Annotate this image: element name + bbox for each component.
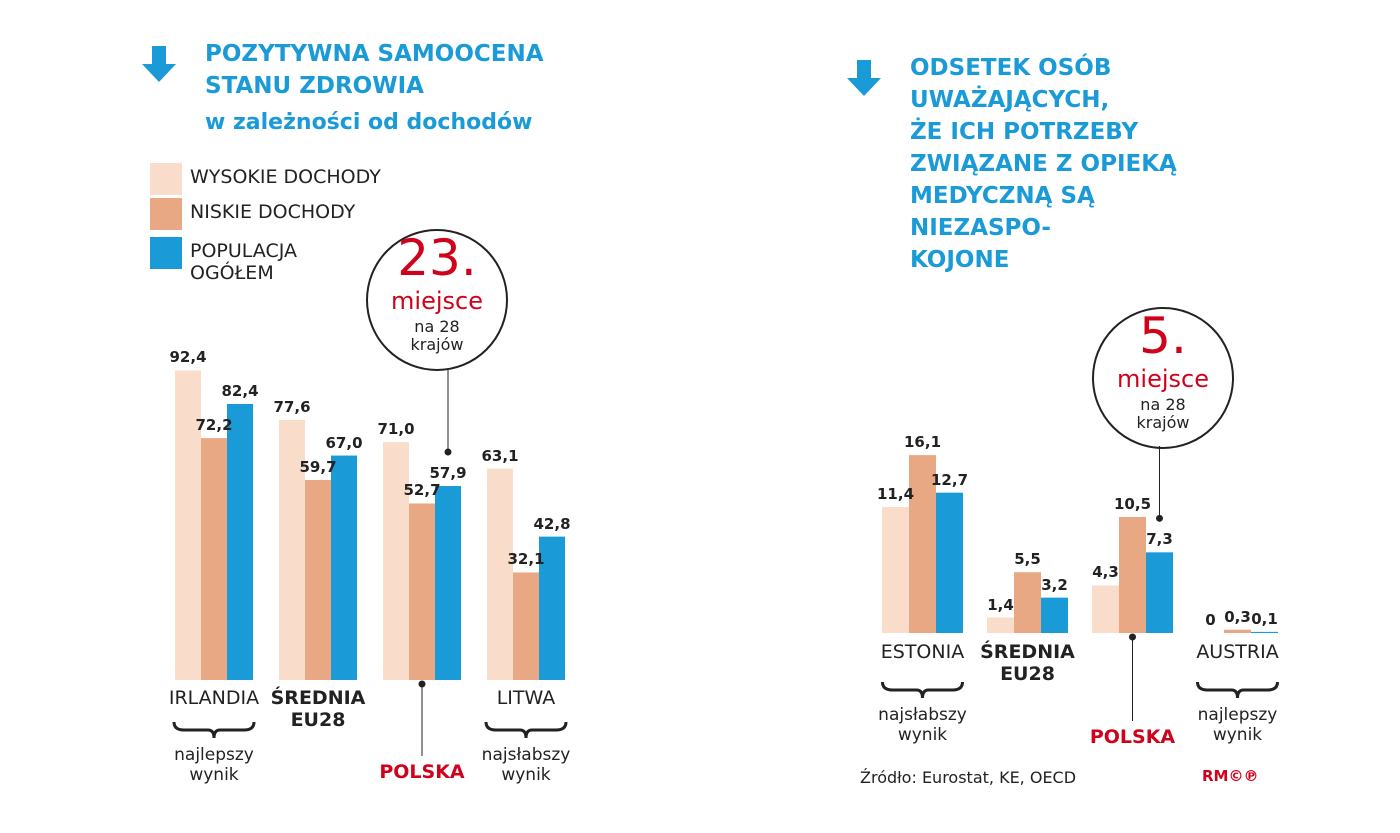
value-label: 16,1 — [903, 432, 942, 451]
category-note: najlepszy wynik — [174, 745, 254, 785]
value-label: 72,2 — [195, 415, 233, 434]
value-label: 77,6 — [273, 397, 311, 416]
value-label: 71,0 — [377, 419, 415, 438]
category-label: AUSTRIA — [1196, 641, 1279, 663]
category-label: POLSKA — [379, 761, 465, 783]
rank-note: na 28 krajów — [410, 317, 464, 355]
bar — [331, 455, 357, 680]
value-label: 52,7 — [403, 481, 441, 500]
value-label: 7,3 — [1146, 530, 1173, 549]
bar — [936, 492, 963, 633]
value-label: 0 — [1205, 610, 1216, 629]
bar — [227, 403, 253, 680]
value-label: 82,4 — [221, 381, 259, 400]
value-label: 10,5 — [1113, 494, 1152, 513]
brace — [172, 721, 256, 739]
bar — [513, 572, 539, 680]
bar — [1041, 597, 1068, 633]
value-label: 1,4 — [987, 595, 1014, 614]
bar — [435, 486, 461, 680]
category-note: najsłabszy wynik — [481, 745, 571, 785]
brace — [484, 721, 568, 739]
bar — [1092, 585, 1119, 633]
value-label: 63,1 — [481, 446, 519, 465]
value-label: 42,8 — [533, 514, 571, 533]
value-label: 4,3 — [1092, 563, 1119, 582]
chart-title: ODSETEK OSÓB UWAŻAJĄCYCH, ŻE ICH POTRZEB… — [910, 55, 1177, 273]
legend-swatch — [150, 237, 182, 269]
bar — [987, 617, 1014, 633]
bar — [1251, 631, 1278, 633]
bar — [305, 480, 331, 680]
chart-subtitle: w zależności od dochodów — [205, 110, 533, 135]
bar — [882, 507, 909, 633]
rank-number: 5. — [1139, 307, 1187, 365]
value-label: 92,4 — [169, 348, 207, 367]
arrow-icon — [142, 46, 176, 82]
bar — [383, 442, 409, 680]
legend-label: WYSOKIE DOCHODY — [190, 166, 381, 188]
value-label: 32,1 — [507, 550, 545, 569]
rank-dot — [444, 448, 452, 456]
value-label: 59,7 — [299, 457, 337, 476]
legend-label: POPULACJA OGÓŁEM — [190, 240, 297, 284]
category-label: POLSKA — [1089, 726, 1176, 748]
bar — [1014, 572, 1041, 633]
legend-swatch — [150, 198, 182, 230]
bar — [1224, 629, 1251, 633]
rank-dot — [1156, 514, 1163, 522]
rank-circle — [1092, 307, 1234, 449]
value-label: 3,2 — [1041, 575, 1068, 594]
value-label: 57,9 — [429, 463, 467, 482]
category-note: najlepszy wynik — [1197, 705, 1278, 745]
bar — [487, 468, 513, 680]
category-label: ŚREDNIA EU28 — [980, 641, 1075, 685]
value-label: 5,5 — [1014, 549, 1041, 568]
bar — [201, 438, 227, 680]
value-label: 67,0 — [325, 433, 363, 452]
legend-swatch — [150, 163, 182, 195]
rank-circle — [366, 229, 508, 371]
bar — [175, 370, 201, 680]
legend-label: NISKIE DOCHODY — [190, 201, 356, 223]
bar — [279, 420, 305, 680]
category-label: IRLANDIA — [168, 687, 260, 709]
category-label: ŚREDNIA EU28 — [270, 687, 366, 731]
brace — [1196, 681, 1279, 699]
bar — [539, 536, 565, 680]
value-label: 11,4 — [876, 484, 915, 503]
category-note: najsłabszy wynik — [878, 705, 967, 745]
arrow-icon — [847, 60, 881, 96]
brace — [881, 681, 964, 699]
value-label: 0,1 — [1251, 609, 1278, 628]
value-label: 0,3 — [1224, 607, 1251, 626]
rank-label: miejsce — [1117, 365, 1209, 393]
rank-label: miejsce — [391, 287, 483, 315]
category-label: LITWA — [496, 687, 556, 709]
chart-title: POZYTYWNA SAMOOCENA STANU ZDROWIA — [205, 41, 544, 99]
source: Źródło: Eurostat, KE, OECD — [860, 768, 1077, 787]
bar — [909, 455, 936, 633]
bar — [409, 503, 435, 680]
rank-note: na 28 krajów — [1136, 395, 1190, 433]
category-label: ESTONIA — [880, 641, 965, 663]
logo: RM©℗ — [1202, 767, 1259, 785]
bar — [1146, 552, 1173, 633]
bar — [1119, 516, 1146, 633]
rank-number: 23. — [397, 229, 477, 287]
value-label: 12,7 — [930, 470, 969, 489]
